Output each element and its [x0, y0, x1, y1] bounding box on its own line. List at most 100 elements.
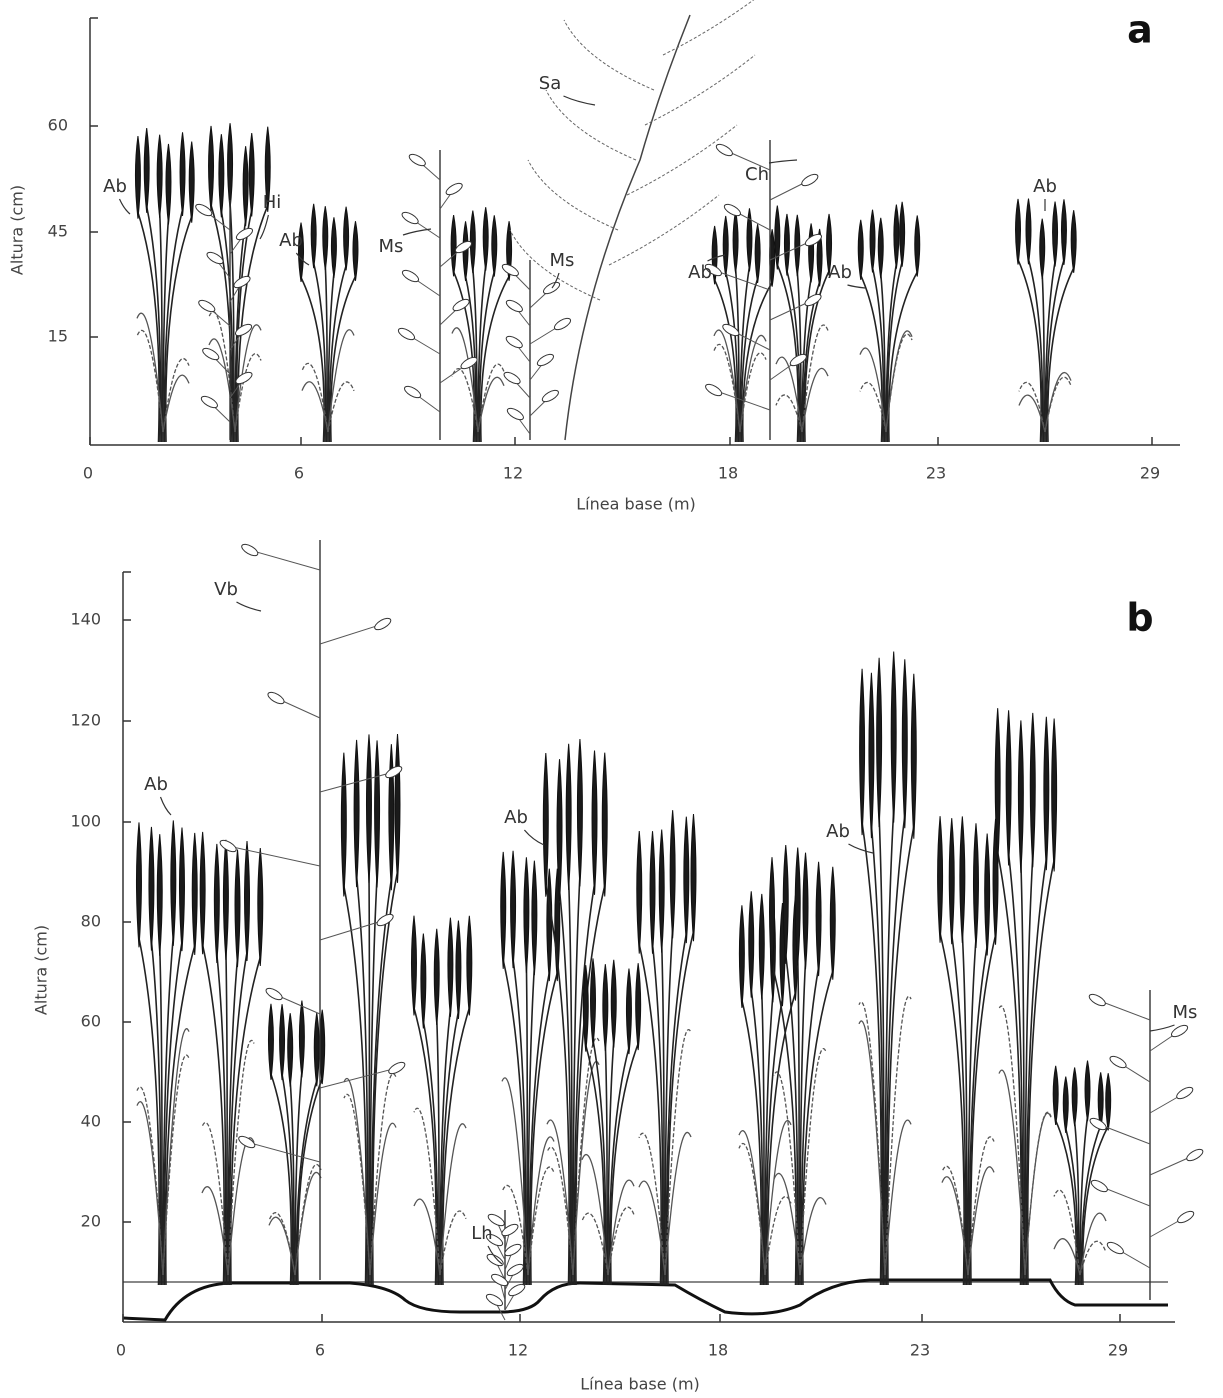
panicle [949, 818, 954, 944]
panicle [354, 740, 359, 887]
stem [888, 827, 914, 1285]
x-tick-label: 0 [83, 464, 93, 483]
panicle [411, 916, 416, 1016]
panicle [860, 669, 865, 835]
stem [526, 964, 527, 1285]
leaf [197, 298, 217, 314]
stem [886, 816, 904, 1285]
panicle [258, 848, 263, 966]
leaf [715, 142, 735, 158]
panicle [911, 674, 916, 839]
panicle [1018, 720, 1023, 872]
panicle [1026, 199, 1031, 265]
sa-branch [609, 195, 719, 265]
species-label: Ab [103, 176, 127, 197]
panicle [591, 958, 596, 1046]
panicle [1052, 718, 1057, 871]
stem [1046, 260, 1064, 442]
panicle [878, 218, 883, 279]
x-tick-label: 0 [116, 1341, 126, 1360]
label-arrow [120, 199, 131, 214]
stem [611, 1044, 638, 1285]
panicle [235, 850, 240, 968]
grass-clump [938, 816, 998, 1285]
panicle [869, 673, 874, 838]
herb [397, 150, 479, 440]
leaf [266, 690, 286, 706]
stem [668, 932, 694, 1285]
leaf [704, 382, 724, 398]
stem [414, 1008, 436, 1285]
y-axis-title: Altura (cm) [32, 925, 51, 1015]
panicle [180, 132, 185, 216]
leaf [541, 388, 561, 404]
label-arrow [403, 229, 431, 235]
stem [231, 957, 261, 1285]
x-tick-label: 12 [503, 464, 523, 483]
leaf [387, 1060, 407, 1076]
y-axis-title: Altura (cm) [8, 185, 27, 275]
vegetation [123, 0, 1205, 1320]
panicle [755, 224, 760, 283]
species-label: Ms [379, 236, 404, 257]
panicle [650, 831, 655, 954]
stem [481, 276, 509, 442]
panicle [341, 753, 346, 897]
species-label: Sa [539, 73, 561, 94]
panicle [858, 220, 863, 280]
grass-clump [136, 820, 197, 1285]
leaf [1106, 1240, 1126, 1256]
y-tick-label: 15 [48, 327, 68, 346]
panicle [626, 969, 631, 1054]
panicle [249, 133, 254, 216]
sa-stem [565, 15, 690, 440]
stem [940, 933, 964, 1285]
panicle [395, 734, 400, 883]
panicle [960, 816, 965, 943]
leaf [553, 316, 573, 332]
leaf [505, 298, 525, 314]
panicle [1085, 1061, 1090, 1122]
stem [344, 886, 366, 1285]
panicle [611, 960, 616, 1048]
panicle [501, 852, 506, 969]
stem [971, 935, 996, 1285]
panicle [603, 964, 608, 1051]
leaf [1185, 1147, 1205, 1163]
herb [194, 200, 254, 440]
panicle [179, 828, 184, 952]
leaf [1175, 1085, 1195, 1101]
herb [1087, 990, 1204, 1300]
y-tick-label: 100 [70, 812, 101, 831]
species-label: Ch [745, 164, 769, 185]
panicle [830, 867, 835, 980]
stem [331, 276, 356, 442]
leaf [1108, 1054, 1128, 1070]
panicle [353, 221, 358, 281]
label-arrow [769, 160, 797, 163]
panicle [456, 921, 461, 1019]
panicle [366, 734, 371, 883]
panicle [938, 816, 943, 943]
stem [441, 1012, 458, 1285]
grass-clump [299, 204, 358, 442]
leaf [502, 370, 522, 386]
species-label: Ab [1033, 176, 1057, 197]
label-arrow [260, 215, 268, 239]
leaf [403, 384, 423, 400]
panicle [543, 753, 548, 897]
panicle [1040, 219, 1045, 279]
leaf [401, 268, 421, 284]
sa-branch [546, 90, 636, 160]
panicle [434, 929, 439, 1025]
stem [889, 272, 918, 442]
panicle [816, 862, 821, 976]
stem [768, 993, 796, 1285]
leaf [237, 1134, 257, 1150]
grass-clump [858, 202, 920, 442]
panicle [775, 206, 780, 270]
branch [320, 624, 383, 644]
stem [1028, 860, 1054, 1285]
leaf [407, 152, 427, 168]
panicle [228, 123, 233, 209]
